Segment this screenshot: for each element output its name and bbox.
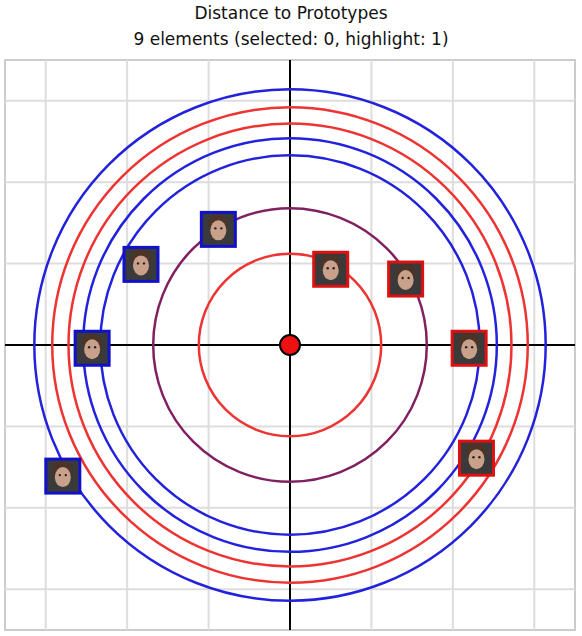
eye: [327, 267, 329, 269]
eye: [88, 346, 90, 348]
face: [468, 449, 484, 469]
chart: Distance to Prototypes 9 elements (select…: [0, 0, 582, 636]
eye: [65, 474, 67, 476]
eye: [214, 227, 216, 229]
eye: [59, 474, 61, 476]
distance-ring: [69, 124, 512, 567]
face: [461, 339, 477, 359]
face: [398, 270, 414, 290]
thumbnail-frame: [46, 459, 80, 493]
eye: [472, 456, 474, 458]
thumbnail-frame: [201, 212, 235, 246]
eye: [478, 456, 480, 458]
eye: [220, 227, 222, 229]
thumbnail: [459, 441, 493, 475]
eye: [333, 267, 335, 269]
thumbnail: [452, 331, 486, 365]
prototype: [280, 335, 300, 355]
distance-ring: [100, 155, 479, 534]
distance-ring: [34, 89, 545, 600]
thumbnail-frame: [459, 441, 493, 475]
plot-area: [5, 60, 575, 630]
eye: [401, 277, 403, 279]
thumbnail-frame: [314, 252, 348, 286]
face: [323, 260, 339, 280]
thumbnail-frame: [75, 331, 109, 365]
eye: [471, 346, 473, 348]
eye: [137, 262, 139, 264]
thumbnail: [389, 262, 423, 296]
face: [210, 220, 226, 240]
face: [84, 339, 100, 359]
thumbnail: [124, 247, 158, 281]
face: [133, 255, 149, 275]
face: [55, 467, 71, 487]
thumbnail: [46, 459, 80, 493]
eye: [407, 277, 409, 279]
distance-ring: [153, 208, 427, 482]
eye: [94, 346, 96, 348]
thumbnail: [75, 331, 109, 365]
distance-ring: [52, 107, 528, 583]
distance-ring: [199, 254, 381, 436]
eye: [143, 262, 145, 264]
thumbnail-frame: [124, 247, 158, 281]
thumbnail-frame: [389, 262, 423, 296]
plot-frame: [5, 60, 575, 630]
eye: [465, 346, 467, 348]
thumbnail-frame: [452, 331, 486, 365]
distance-ring: [83, 138, 497, 552]
title: Distance to Prototypes: [194, 3, 387, 23]
subtitle: 9 elements (selected: 0, highlight: 1): [133, 29, 448, 49]
thumbnail: [201, 212, 235, 246]
thumbnail: [314, 252, 348, 286]
